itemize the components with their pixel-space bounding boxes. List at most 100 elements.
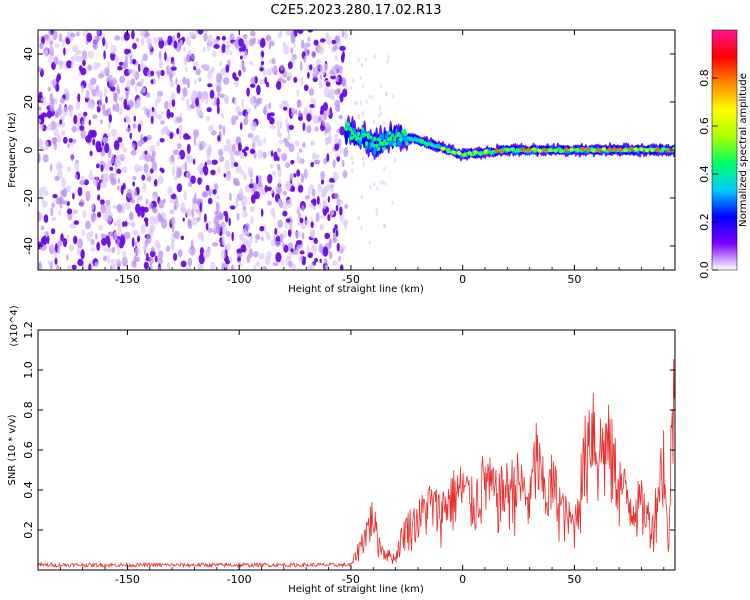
noise-blob <box>260 208 264 217</box>
noise-blob <box>176 84 181 94</box>
noise-blob <box>238 69 242 77</box>
noise-blob <box>294 108 298 115</box>
signal-peak <box>344 126 349 131</box>
noise-blob <box>258 252 265 260</box>
noise-blob <box>162 126 169 135</box>
noise-blob <box>280 64 284 71</box>
noise-blob <box>213 216 220 225</box>
noise-blob <box>206 159 212 166</box>
noise-blob <box>322 116 325 126</box>
noise-blob <box>310 141 316 146</box>
noise-blob <box>273 151 278 162</box>
noise-blob <box>286 76 291 82</box>
noise-blob <box>41 36 45 45</box>
noise-blob <box>197 165 202 172</box>
noise-blob <box>137 63 141 72</box>
noise-blob <box>312 72 318 79</box>
noise-blob <box>166 64 169 75</box>
noise-blob <box>312 198 317 207</box>
noise-blob <box>203 32 208 42</box>
noise-blob <box>95 89 102 98</box>
noise-blob <box>103 87 108 98</box>
noise-blob <box>76 50 82 56</box>
noise-blob <box>371 94 374 100</box>
noise-blob <box>240 152 245 160</box>
noise-blob <box>382 121 386 126</box>
figure-title: C2E5.2023.280.17.02.R13 <box>270 3 441 18</box>
noise-blob <box>105 199 111 207</box>
noise-blob <box>245 113 249 119</box>
noise-blob <box>365 99 368 104</box>
noise-blob <box>120 141 124 150</box>
noise-blob <box>248 61 254 65</box>
signal-peak <box>639 147 644 152</box>
noise-blob <box>54 175 60 181</box>
noise-blob <box>225 138 232 145</box>
noise-blob <box>321 187 327 197</box>
y-tick-label: 40 <box>22 47 35 61</box>
noise-blob <box>109 166 114 171</box>
noise-blob <box>259 55 263 61</box>
noise-blob <box>160 69 165 77</box>
noise-blob <box>283 230 287 239</box>
colorbar-tick-label: 0.0 <box>698 261 711 279</box>
noise-blob <box>302 257 306 263</box>
noise-blob <box>110 264 113 270</box>
noise-blob <box>112 204 118 210</box>
noise-blob <box>181 164 185 170</box>
noise-blob <box>131 143 136 149</box>
noise-blob <box>329 107 332 114</box>
noise-blob <box>102 37 106 47</box>
signal-blob <box>377 147 381 151</box>
noise-blob <box>53 56 59 65</box>
noise-blob <box>50 43 54 54</box>
noise-blob <box>166 245 171 252</box>
noise-blob <box>109 79 115 88</box>
noise-blob <box>206 44 211 52</box>
noise-blob <box>308 88 315 96</box>
noise-blob <box>321 69 326 76</box>
noise-blob <box>377 113 381 118</box>
noise-blob <box>293 173 297 178</box>
noise-blob <box>183 46 186 52</box>
noise-blob <box>40 186 47 192</box>
noise-blob <box>190 175 196 184</box>
noise-blob <box>255 175 259 185</box>
noise-blob <box>270 150 274 157</box>
noise-blob <box>303 84 309 92</box>
noise-blob <box>103 247 109 252</box>
noise-blob <box>160 120 165 125</box>
noise-blob <box>392 94 395 99</box>
noise-blob <box>174 205 177 210</box>
noise-blob <box>38 118 42 124</box>
y-tick-label: 20 <box>22 95 35 109</box>
noise-blob <box>338 199 344 205</box>
noise-blob <box>314 258 319 263</box>
noise-blob <box>58 209 62 216</box>
noise-blob <box>362 161 365 167</box>
signal-peak <box>655 147 660 152</box>
noise-blob <box>83 111 88 117</box>
noise-blob <box>85 190 91 202</box>
noise-blob <box>217 87 220 97</box>
noise-blob <box>277 219 283 229</box>
noise-blob <box>195 97 200 107</box>
noise-blob <box>319 63 323 74</box>
y-tick-label: 0.2 <box>22 521 35 539</box>
noise-blob <box>38 140 44 149</box>
noise-blob <box>224 44 230 55</box>
noise-blob <box>59 97 65 104</box>
noise-blob <box>325 206 330 213</box>
noise-blob <box>334 136 339 145</box>
noise-blob <box>197 177 202 185</box>
noise-blob <box>166 261 171 270</box>
signal-peak <box>580 146 585 151</box>
noise-blob <box>297 157 303 164</box>
signal-peak <box>349 136 354 140</box>
noise-blob <box>116 204 123 211</box>
noise-blob <box>86 32 93 43</box>
noise-blob <box>272 65 278 76</box>
noise-blob <box>187 49 192 57</box>
noise-blob <box>56 264 60 270</box>
noise-blob <box>104 162 109 172</box>
